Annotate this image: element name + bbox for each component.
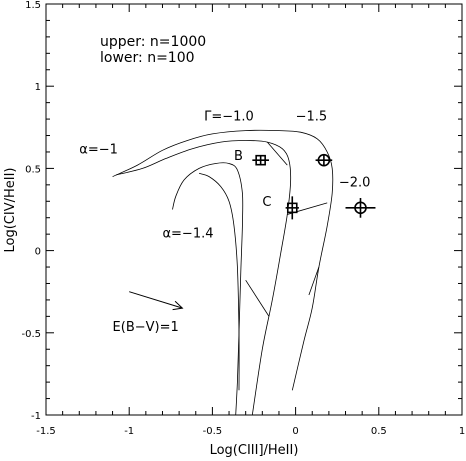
annotations: α=−1 Γ=−1.0 −1.5 −2.0 B Cα=−1.4 E(B−V)=1 [79, 110, 370, 335]
annotation-label: α=−1 [79, 143, 118, 158]
x-tick-label: 1 [459, 426, 465, 437]
data-point [345, 197, 376, 218]
x-axis-label: Log(CIII]/HeII) [210, 443, 299, 458]
x-tick-label: -1 [124, 426, 134, 437]
annotation-label: B [234, 149, 243, 164]
data-point [285, 196, 299, 220]
model-curve [115, 140, 292, 416]
annotation-label: E(B−V)=1 [113, 320, 179, 335]
y-tick-label: 1.5 [25, 0, 41, 11]
annotation-label: α=−1.4 [162, 226, 213, 241]
y-tick-label: 0 [35, 247, 41, 258]
y-tick-label: -1 [31, 411, 41, 422]
data-point [252, 154, 269, 166]
model-curves [112, 129, 334, 416]
y-tick-label: 1 [35, 82, 41, 93]
circle-marker [354, 201, 367, 215]
annotation-label: −1.5 [296, 110, 328, 125]
annotation-label: C [262, 195, 271, 210]
reddening-vector-arrowhead [172, 300, 184, 311]
plot-frame [45, 3, 463, 416]
annotation-label: −2.0 [339, 175, 371, 190]
x-tick-label: 0.5 [371, 426, 387, 437]
x-tick-label: 0 [292, 426, 298, 437]
data-points [252, 153, 376, 220]
y-tick-label: 0.5 [25, 164, 41, 175]
square-marker [286, 202, 298, 214]
x-tick-label: -1.5 [36, 426, 56, 437]
circle-marker [317, 153, 331, 167]
legend-line-upper: upper: n=1000 [100, 34, 206, 50]
square-marker [255, 154, 266, 166]
reddening-vector [129, 291, 184, 311]
connecting-line [245, 279, 270, 317]
reddening-vector-line [129, 291, 183, 309]
data-point [315, 153, 333, 167]
annotation-label: Γ=−1.0 [204, 110, 254, 125]
x-tick-label: -0.5 [203, 426, 223, 437]
axis-ticks: -1.5 -1 -0.5 0 0.5 1 -1 -0.5 0 0.5 1 1.5 [21, 0, 465, 437]
model-curve [198, 172, 240, 391]
legend-line-lower: lower: n=100 [100, 50, 195, 66]
connecting-line [267, 141, 288, 166]
y-axis-label: Log(CIV/HeII) [3, 168, 18, 253]
model-curve [172, 162, 244, 416]
y-tick-label: -0.5 [21, 329, 41, 340]
connecting-line [308, 266, 320, 296]
model-curve [112, 129, 334, 391]
